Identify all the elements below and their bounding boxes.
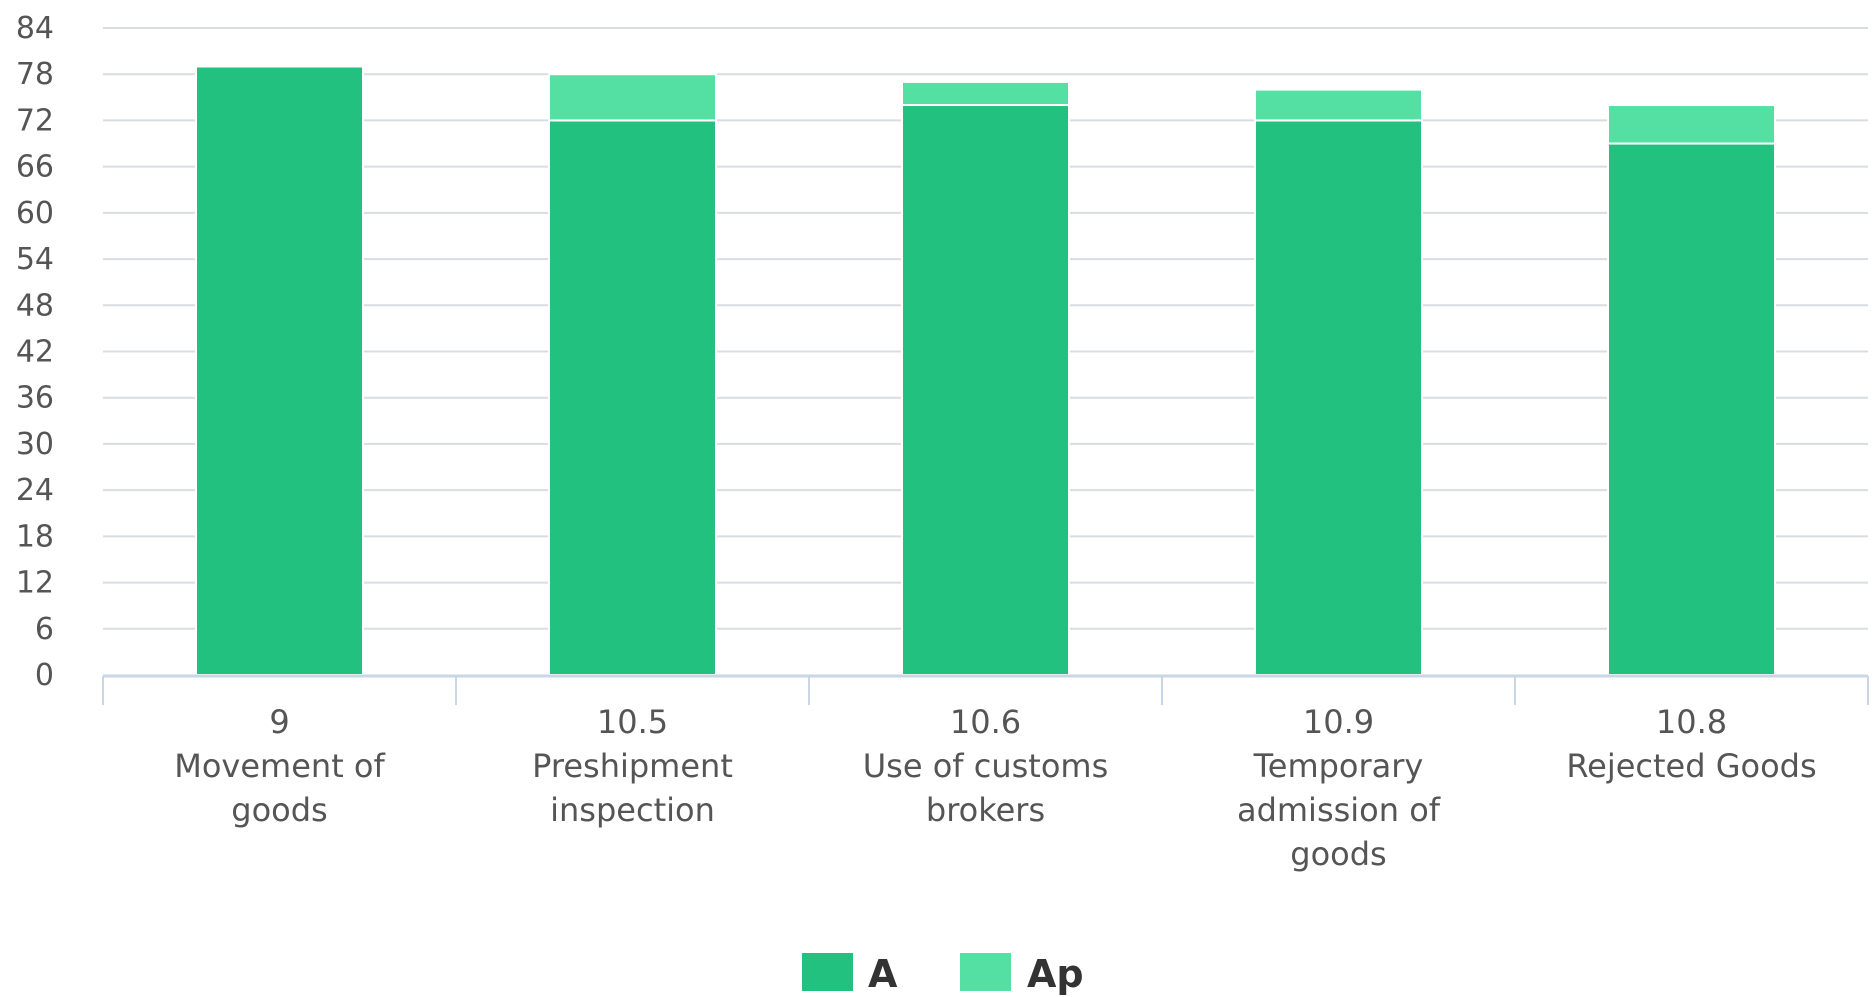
x-category-label: Movement of	[174, 747, 385, 785]
legend-swatch	[802, 953, 853, 991]
y-tick-label: 6	[35, 612, 54, 647]
bar-ap-4[interactable]	[1607, 104, 1776, 145]
legend-item-a[interactable]: A	[802, 952, 898, 996]
x-category-label: admission of	[1237, 791, 1441, 829]
bar-a-2[interactable]	[901, 104, 1070, 677]
bar-a-3[interactable]	[1254, 119, 1423, 676]
y-axis-ticks: 0 6 12 18 24 30 36 42 48 54 60 66 72 78 84	[16, 11, 54, 693]
x-category-label: brokers	[926, 791, 1045, 829]
legend-item-ap[interactable]: Ap	[960, 952, 1084, 996]
x-category-label: goods	[1290, 835, 1386, 873]
y-tick-label: 54	[16, 242, 54, 277]
x-category-label: Preshipment	[532, 747, 733, 785]
x-category-label: inspection	[550, 791, 715, 829]
y-tick-label: 30	[16, 427, 54, 462]
legend-label: Ap	[1027, 952, 1084, 996]
x-category-code: 10.5	[597, 703, 668, 741]
bar-a-4[interactable]	[1607, 142, 1776, 677]
bar-a-1[interactable]	[548, 119, 717, 676]
legend-swatch	[960, 953, 1011, 991]
x-axis-labels: 9 Movement of goods 10.5 Preshipment inspecti…	[174, 703, 1816, 873]
x-axis	[102, 674, 1869, 705]
y-tick-label: 36	[16, 381, 54, 416]
y-tick-label: 12	[16, 566, 54, 601]
y-tick-label: 0	[35, 658, 54, 693]
x-category-code: 10.6	[950, 703, 1021, 741]
y-tick-label: 78	[16, 57, 54, 92]
x-category-label: goods	[231, 791, 327, 829]
x-category-code: 10.8	[1656, 703, 1727, 741]
y-tick-label: 72	[16, 103, 54, 138]
bar-a-0[interactable]	[195, 65, 364, 676]
legend[interactable]: A Ap	[802, 952, 1084, 996]
x-category-label: Use of customs	[863, 747, 1108, 785]
y-tick-label: 60	[16, 196, 54, 231]
bars	[195, 65, 1776, 677]
y-tick-label: 18	[16, 519, 54, 554]
y-tick-label: 48	[16, 288, 54, 323]
x-category-code: 10.9	[1303, 703, 1374, 741]
bar-ap-2[interactable]	[901, 80, 1070, 107]
x-category-code: 9	[269, 703, 289, 741]
y-tick-label: 84	[16, 11, 54, 46]
bar-ap-1[interactable]	[548, 73, 717, 122]
x-category-label: Rejected Goods	[1566, 747, 1816, 785]
bar-ap-3[interactable]	[1254, 88, 1423, 122]
x-category-label: Temporary	[1253, 747, 1424, 785]
y-tick-label: 24	[16, 473, 54, 508]
y-tick-label: 42	[16, 335, 54, 370]
legend-label: A	[868, 952, 898, 996]
y-tick-label: 66	[16, 150, 54, 185]
